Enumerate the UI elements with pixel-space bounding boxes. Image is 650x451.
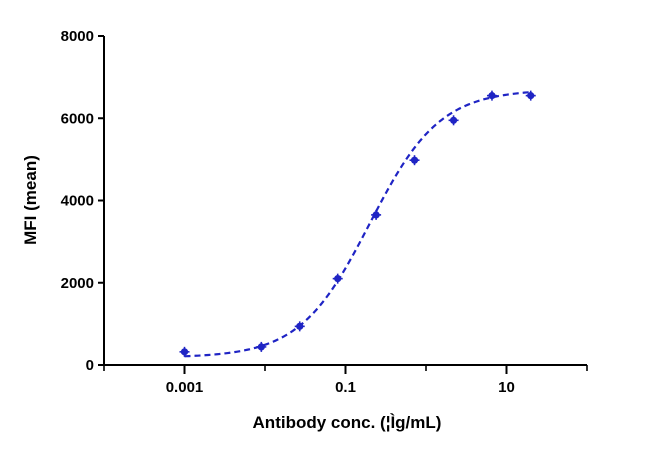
y-tick-label: 8000 <box>61 28 94 45</box>
axes: 0 2000 4000 6000 8000 0.001 0.1 10 <box>61 28 588 396</box>
y-tick-label: 6000 <box>61 110 94 127</box>
data-point <box>371 209 382 220</box>
fit-curve <box>184 91 531 358</box>
data-point <box>332 273 343 284</box>
data-point <box>294 321 305 332</box>
data-point <box>179 346 190 357</box>
y-tick-label: 0 <box>86 357 94 374</box>
x-tick-label: 10 <box>498 379 515 396</box>
y-tick-label: 4000 <box>61 193 94 210</box>
data-point <box>409 155 420 166</box>
data-point <box>486 90 497 101</box>
y-tick-label: 2000 <box>61 275 94 292</box>
x-tick-label: 0.1 <box>335 379 356 396</box>
x-axis-label: Antibody conc. (¦Ìg/mL) <box>253 413 442 432</box>
data-point <box>448 115 459 126</box>
data-point <box>525 90 536 101</box>
x-tick-label: 0.001 <box>166 379 204 396</box>
data-point <box>256 341 267 352</box>
y-axis-label: MFI (mean) <box>21 155 40 245</box>
data-points <box>179 90 536 357</box>
